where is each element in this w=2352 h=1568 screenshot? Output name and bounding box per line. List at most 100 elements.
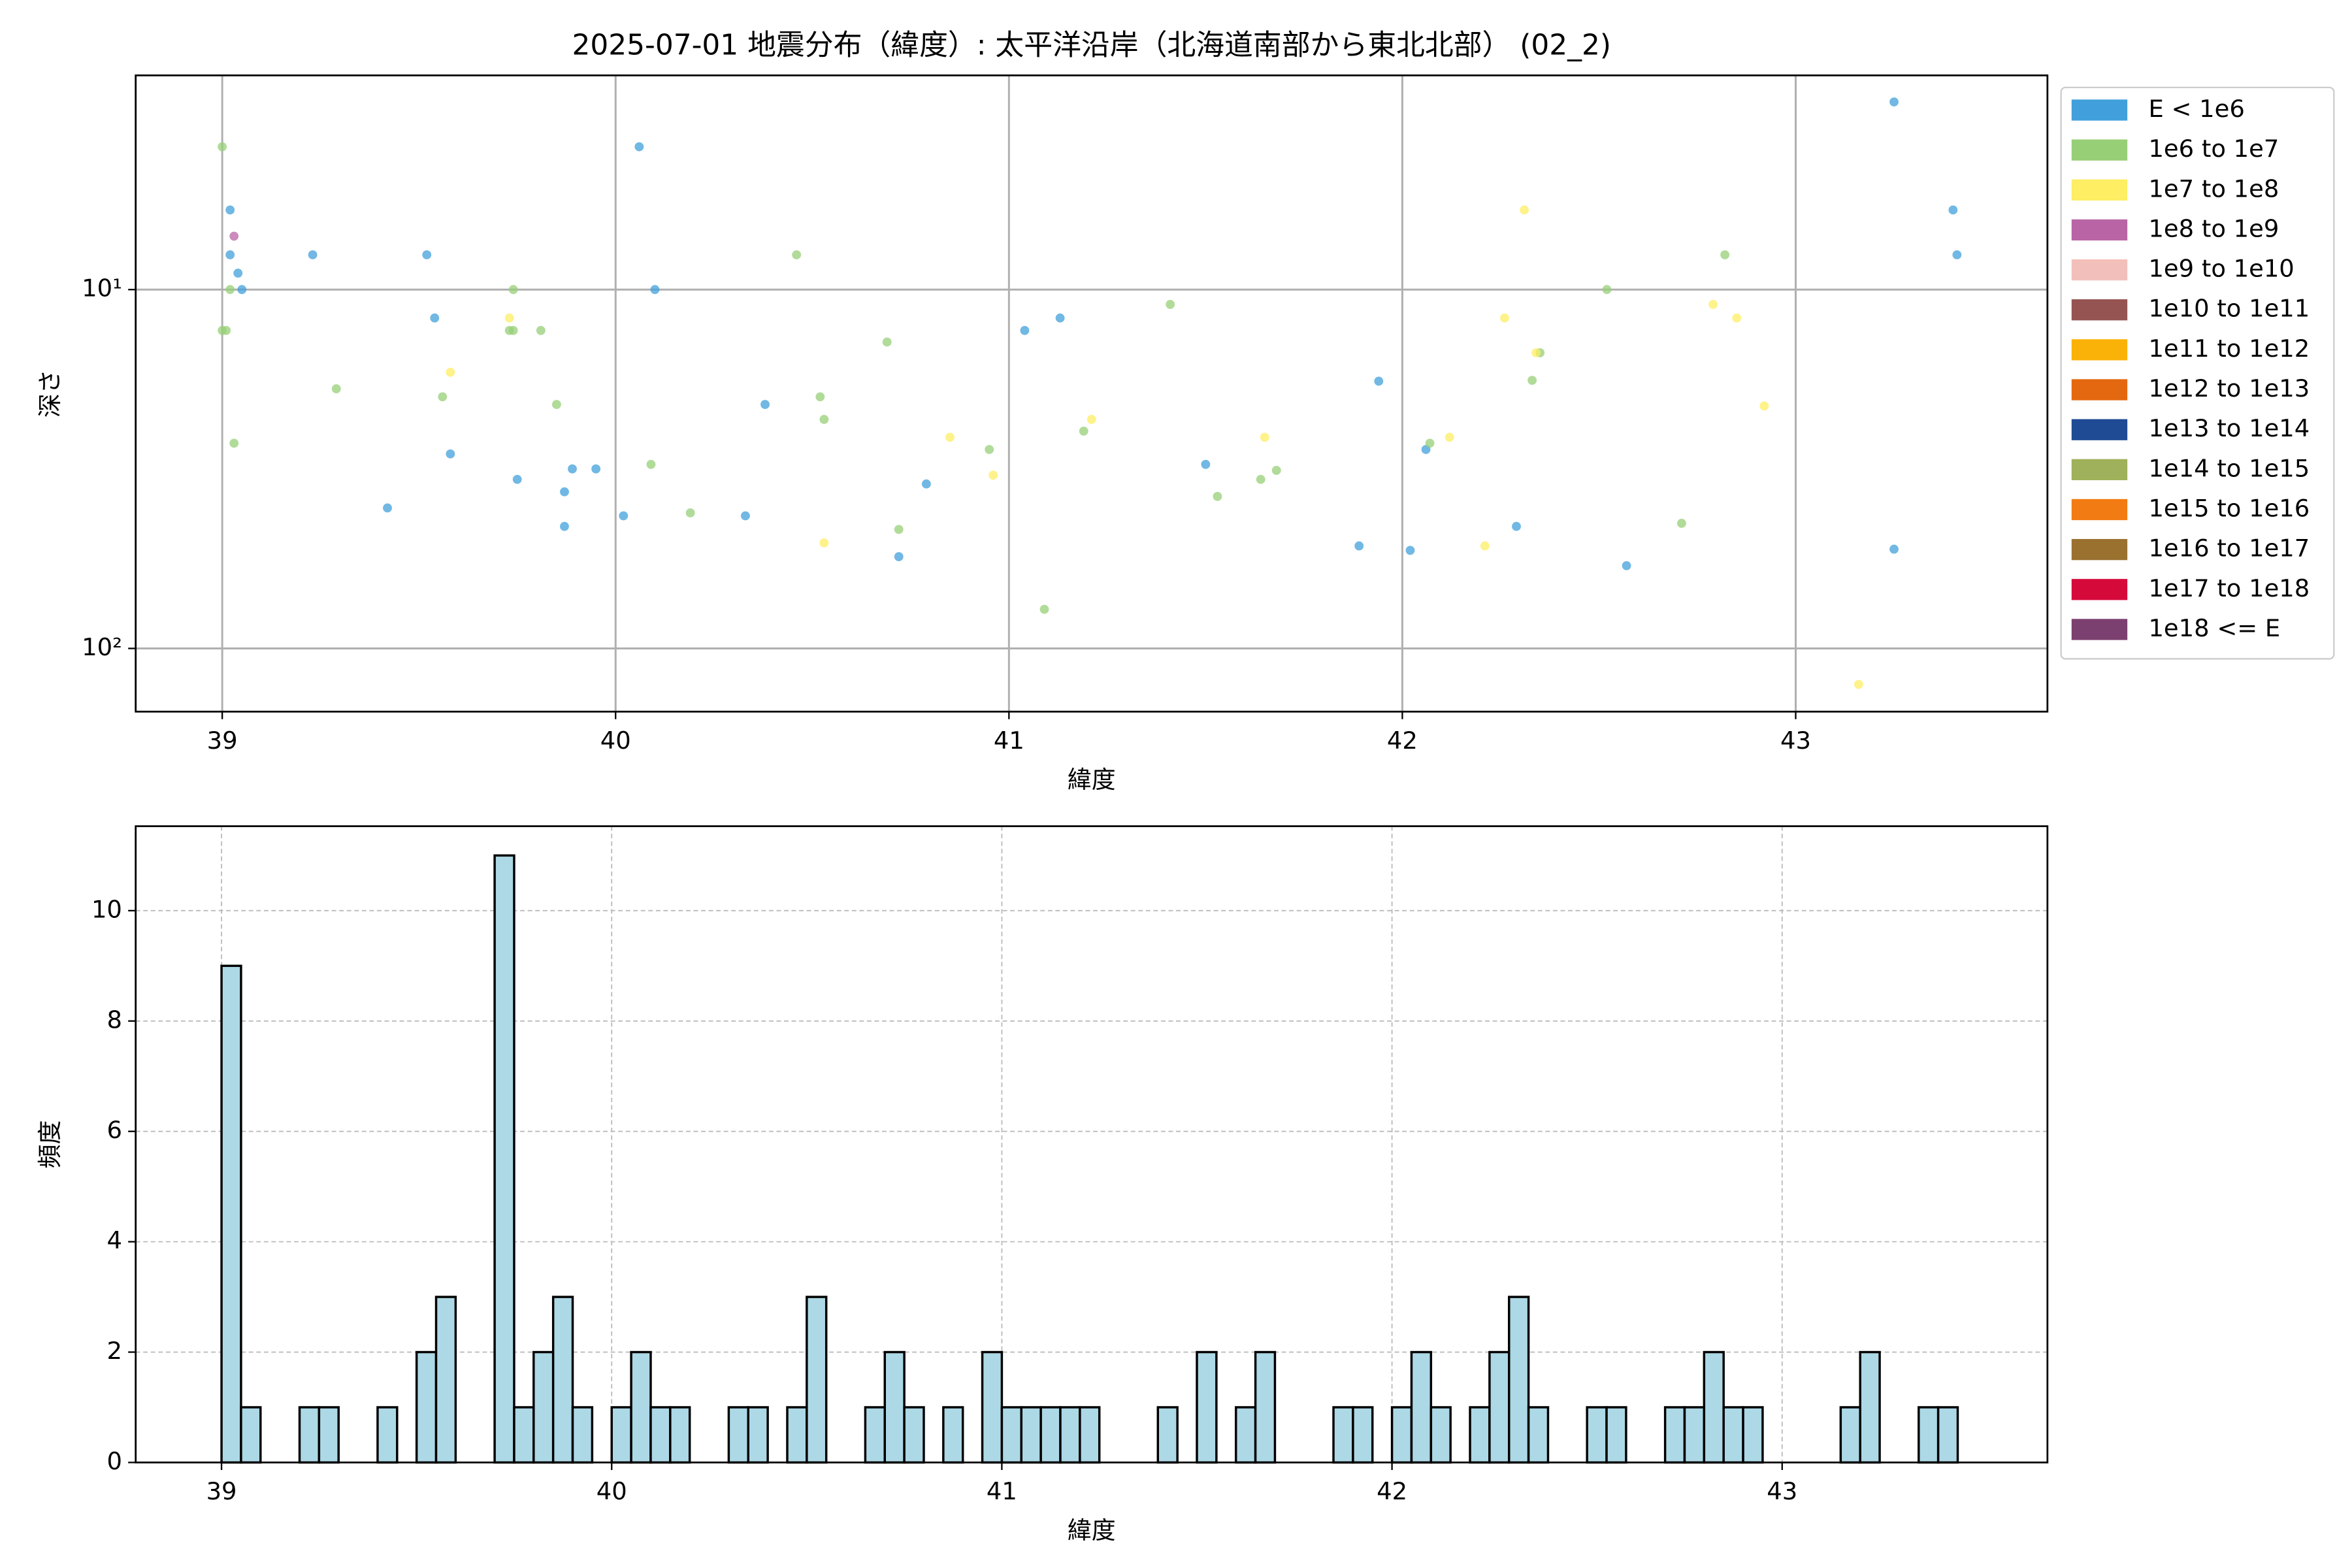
legend-label: 1e16 to 1e17: [2148, 534, 2310, 563]
histogram-bar: [1839, 1406, 1861, 1464]
data-point: [1676, 519, 1686, 528]
legend-label: 1e6 to 1e7: [2148, 135, 2279, 163]
histogram-bar: [1918, 1406, 1940, 1464]
histogram-bar: [1332, 1406, 1354, 1464]
histogram-bar: [1742, 1406, 1764, 1464]
histogram-bar: [669, 1406, 691, 1464]
legend-swatch: [2071, 539, 2128, 561]
data-point: [1602, 285, 1612, 295]
legend-swatch: [2071, 99, 2128, 121]
data-point: [536, 325, 546, 335]
legend-swatch: [2071, 339, 2128, 361]
legend-swatch: [2071, 299, 2128, 321]
y-tick-label: 10: [91, 895, 122, 923]
legend-swatch: [2071, 379, 2128, 400]
data-point: [792, 250, 802, 259]
data-point: [1354, 541, 1364, 551]
axes-frame: [135, 74, 2049, 713]
histogram-bar: [1254, 1350, 1277, 1464]
histogram-bar: [747, 1406, 769, 1464]
legend-swatch: [2071, 179, 2128, 201]
x-axis-label: 緯度: [1068, 1516, 1116, 1544]
data-point: [650, 285, 660, 295]
data-point: [1405, 546, 1415, 555]
data-point: [882, 337, 892, 347]
histogram-bar: [942, 1406, 964, 1464]
data-point: [1889, 544, 1899, 554]
histogram-bar: [434, 1296, 457, 1464]
data-point: [446, 449, 455, 459]
data-point: [1952, 250, 1962, 259]
histogram-bar: [1469, 1406, 1491, 1464]
data-point: [1256, 474, 1266, 484]
chart-title: 2025-07-01 地震分布（緯度）: 太平洋沿岸（北海道南部から東北北部） …: [572, 29, 1611, 62]
histogram-bar: [610, 1406, 632, 1464]
x-tick-label: 43: [1780, 727, 1811, 755]
data-point: [308, 250, 318, 259]
histogram-bar: [903, 1406, 925, 1464]
y-axis-label: 深さ: [36, 369, 64, 417]
y-tick-label: 10¹: [82, 274, 122, 302]
data-point: [225, 205, 235, 215]
histogram-bar: [1196, 1350, 1218, 1464]
data-point: [229, 231, 239, 241]
legend-label: 1e13 to 1e14: [2148, 414, 2310, 442]
histogram-bar: [532, 1350, 555, 1464]
y-tick-label: 10²: [82, 633, 122, 661]
data-point: [1213, 491, 1222, 501]
histogram-bar: [630, 1350, 652, 1464]
data-point: [331, 384, 341, 394]
histogram-bar: [1352, 1406, 1374, 1464]
legend-label: E < 1e6: [2148, 95, 2244, 123]
data-point: [1531, 348, 1541, 357]
data-point: [438, 392, 448, 402]
legend-label: 1e14 to 1e15: [2148, 454, 2310, 482]
histogram-bar: [1722, 1406, 1744, 1464]
histogram-bar: [1605, 1406, 1627, 1464]
axes-frame: [135, 825, 2049, 1463]
histogram-bar: [571, 1406, 594, 1464]
data-point: [446, 367, 455, 377]
data-point: [1948, 205, 1958, 215]
data-point: [945, 433, 955, 442]
data-point: [634, 142, 644, 152]
data-point: [1079, 426, 1088, 436]
histogram-bar: [1859, 1350, 1881, 1464]
y-tick-label: 8: [106, 1005, 122, 1034]
histogram-bar: [1390, 1406, 1413, 1464]
histogram-bar: [1586, 1406, 1608, 1464]
data-point: [1889, 97, 1899, 106]
legend-label: 1e10 to 1e11: [2148, 295, 2310, 323]
histogram-bar: [493, 854, 515, 1464]
x-tick-label: 39: [206, 1477, 237, 1505]
histogram-bar: [981, 1350, 1004, 1464]
data-point: [921, 479, 931, 489]
data-point: [1480, 541, 1490, 551]
data-point: [1500, 313, 1509, 323]
histogram-bar: [649, 1406, 672, 1464]
y-tick-label: 0: [106, 1447, 122, 1475]
data-point: [894, 525, 904, 534]
x-tick-label: 42: [1387, 727, 1418, 755]
legend-label: 1e17 to 1e18: [2148, 574, 2310, 602]
histogram-bar: [415, 1350, 438, 1464]
data-point: [819, 538, 829, 547]
data-point: [646, 459, 656, 469]
legend: E < 1e6 1e6 to 1e7 1e7 to 1e8 1e8 to 1e9 1e9…: [2060, 86, 2335, 660]
histogram-bar: [1488, 1350, 1511, 1464]
legend-label: 1e7 to 1e8: [2148, 174, 2279, 203]
histogram-bar: [1508, 1296, 1530, 1464]
data-point: [819, 414, 829, 424]
data-point: [221, 325, 231, 335]
data-point: [1166, 300, 1175, 309]
data-point: [504, 313, 514, 323]
data-point: [233, 269, 243, 278]
legend-swatch: [2071, 219, 2128, 241]
data-point: [685, 508, 695, 517]
legend-label: 1e12 to 1e13: [2148, 374, 2310, 402]
data-point: [1020, 325, 1030, 335]
data-point: [560, 487, 569, 497]
histogram-bar: [1410, 1350, 1433, 1464]
data-point: [1520, 205, 1529, 215]
